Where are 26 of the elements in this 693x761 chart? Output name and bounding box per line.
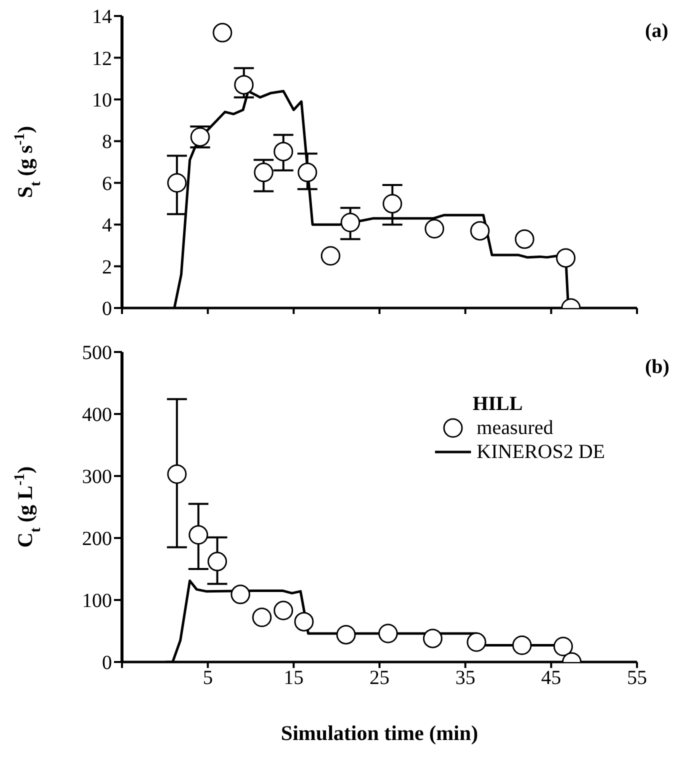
y-tick-label: 200 (82, 528, 112, 550)
y-tick-label: 12 (92, 48, 112, 70)
text: (a) (645, 20, 668, 43)
x-tick-label: 35 (455, 667, 476, 690)
y-tick-label: 100 (82, 590, 112, 612)
y-tick-label: 500 (82, 342, 112, 364)
x-tick-label: 55 (627, 667, 647, 690)
y-tick-label: 0 (102, 298, 112, 320)
x-tick-label: 5 (202, 667, 213, 690)
y-tick-label: 6 (102, 172, 112, 195)
text: (b) (645, 356, 670, 379)
y-tick-label: 400 (82, 404, 112, 426)
x-tick-label: 15 (284, 667, 304, 690)
x-tick-label: 45 (541, 667, 562, 690)
y-tick-label: 0 (102, 652, 112, 674)
x-tick-label: 25 (370, 667, 390, 690)
y-tick-label: 300 (82, 466, 112, 488)
y-tick-label: 2 (102, 256, 112, 278)
x-axis-title: Simulation time (min) (280, 721, 478, 745)
y-tick-label: 14 (92, 6, 112, 28)
y-tick-label: 4 (102, 214, 112, 237)
legend-title: HILL (472, 392, 524, 416)
y-tick-label: 8 (102, 131, 112, 154)
legend-label: measured (476, 416, 554, 440)
y-tick-label: 10 (92, 90, 112, 112)
legend-label: KINEROS2 DE (476, 440, 605, 464)
